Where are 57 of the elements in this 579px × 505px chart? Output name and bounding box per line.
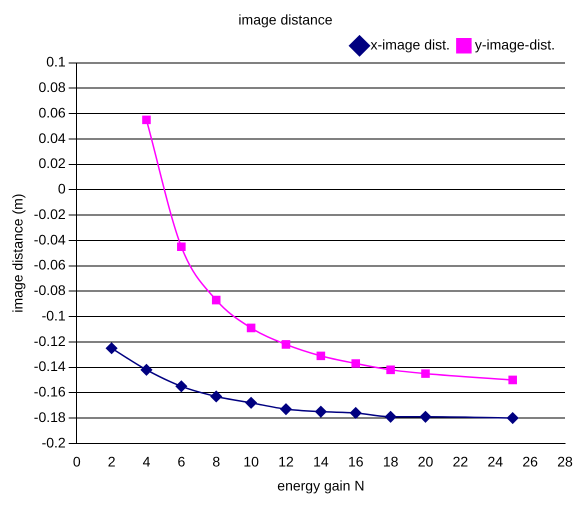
point — [316, 352, 326, 360]
point — [350, 407, 362, 419]
y-tick-label: 0.04 — [38, 130, 66, 146]
y-tick-label: -0.2 — [42, 434, 66, 450]
chart-title: image distance — [238, 11, 333, 28]
legend-label: y-image-dist. — [474, 36, 556, 53]
x-tick-label: 22 — [452, 454, 468, 470]
point — [280, 403, 292, 415]
y-tick-label: 0.06 — [38, 104, 66, 120]
point — [142, 116, 151, 124]
point — [421, 369, 430, 378]
point — [210, 390, 222, 402]
y-tick-label: 0.02 — [38, 155, 66, 172]
x-tick-label: 14 — [313, 454, 329, 470]
x-tick-label: 18 — [382, 454, 399, 470]
y-tick-label: -0.12 — [34, 332, 66, 349]
y-tick-label: -0.06 — [34, 256, 66, 273]
point — [106, 342, 118, 354]
legend-label: x-image dist. — [370, 36, 450, 53]
point — [140, 364, 152, 376]
y-tick-label: -0.02 — [34, 206, 66, 222]
y-tick-label: 0.08 — [38, 79, 66, 96]
point — [420, 411, 432, 423]
x-tick-label: 26 — [522, 454, 538, 470]
y-tick-label: -0.1 — [42, 307, 66, 324]
point — [245, 397, 257, 409]
y-tick-label: -0.08 — [34, 282, 66, 298]
x-tick-label: 24 — [487, 454, 504, 470]
x-tick-label: 6 — [177, 454, 186, 470]
point — [384, 411, 396, 423]
y-tick-label: -0.04 — [34, 231, 66, 248]
point — [386, 366, 395, 374]
point — [315, 406, 327, 418]
y-tick-label: 0.1 — [46, 54, 66, 70]
point — [176, 380, 188, 392]
point — [351, 359, 360, 368]
x-tick-label: 10 — [243, 454, 260, 470]
x-axis-title: energy gain N — [277, 477, 364, 494]
y-axis-title: image distance (m) — [9, 194, 26, 313]
y-tick-label: -0.16 — [34, 384, 66, 400]
point — [246, 324, 256, 332]
x-tick-label: 16 — [348, 454, 364, 470]
point — [177, 242, 186, 252]
x-tick-label: 0 — [72, 454, 81, 470]
x-tick-label: 4 — [142, 454, 151, 470]
y-tick-label: -0.14 — [34, 358, 66, 374]
x-tick-label: 12 — [278, 454, 294, 470]
x-tick-label: 28 — [557, 454, 573, 470]
point — [508, 376, 517, 384]
point — [282, 340, 290, 349]
x-tick-label: 2 — [108, 454, 116, 470]
x-tick-label: 8 — [212, 454, 220, 470]
y-tick-label: -0.18 — [34, 408, 66, 425]
x-tick-label: 20 — [418, 454, 434, 470]
point — [506, 412, 518, 424]
y-tick-label: 0 — [58, 180, 66, 197]
point — [212, 296, 221, 304]
